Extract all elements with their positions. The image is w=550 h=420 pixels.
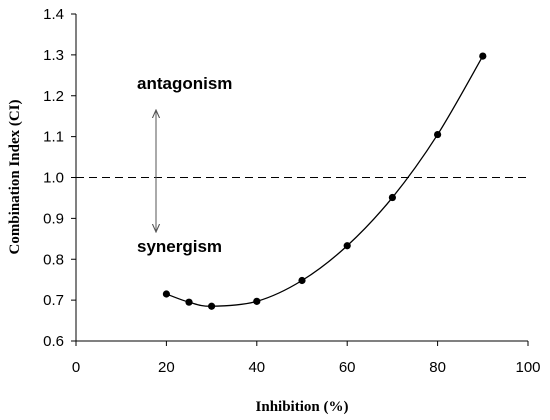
data-point <box>434 130 442 139</box>
data-point <box>343 242 351 250</box>
ticks <box>71 13 529 346</box>
y-axis-title: Combination Index (CI) <box>7 99 23 254</box>
x-tick-label: 80 <box>429 359 446 376</box>
data-point <box>208 302 216 310</box>
y-tick-label: 0.6 <box>43 333 64 350</box>
y-tick-label: 1.2 <box>43 88 64 105</box>
x-tick-label: 60 <box>339 359 356 376</box>
x-tick-label: 20 <box>158 359 175 376</box>
series-line <box>166 55 484 307</box>
y-tick-label: 0.7 <box>43 292 64 309</box>
data-point <box>479 52 487 60</box>
data-point <box>388 193 396 202</box>
tick-labels: 0 20 40 60 80 100 0.6 0.7 0.8 0.9 1.0 1.1 1.2 1.3 1.4 <box>43 6 540 376</box>
y-tick-label: 0.9 <box>43 210 64 227</box>
y-tick-label: 0.8 <box>43 251 64 268</box>
x-tick-label: 100 <box>515 359 540 376</box>
data-points <box>162 52 487 310</box>
x-tick-label: 0 <box>72 359 80 376</box>
x-tick-label: 40 <box>248 359 265 376</box>
y-tick-label: 1.3 <box>43 47 64 64</box>
x-axis-title: Inhibition (%) <box>256 399 349 415</box>
y-tick-label: 1.4 <box>43 6 64 23</box>
data-point <box>253 297 261 305</box>
y-tick-label: 1.0 <box>43 170 64 187</box>
data-point <box>298 276 306 285</box>
y-tick-label: 1.1 <box>43 129 64 146</box>
annotation-antagonism: antagonism <box>137 74 232 93</box>
data-point <box>162 290 170 298</box>
data-point <box>185 298 193 306</box>
annotation-synergism: synergism <box>137 237 222 256</box>
